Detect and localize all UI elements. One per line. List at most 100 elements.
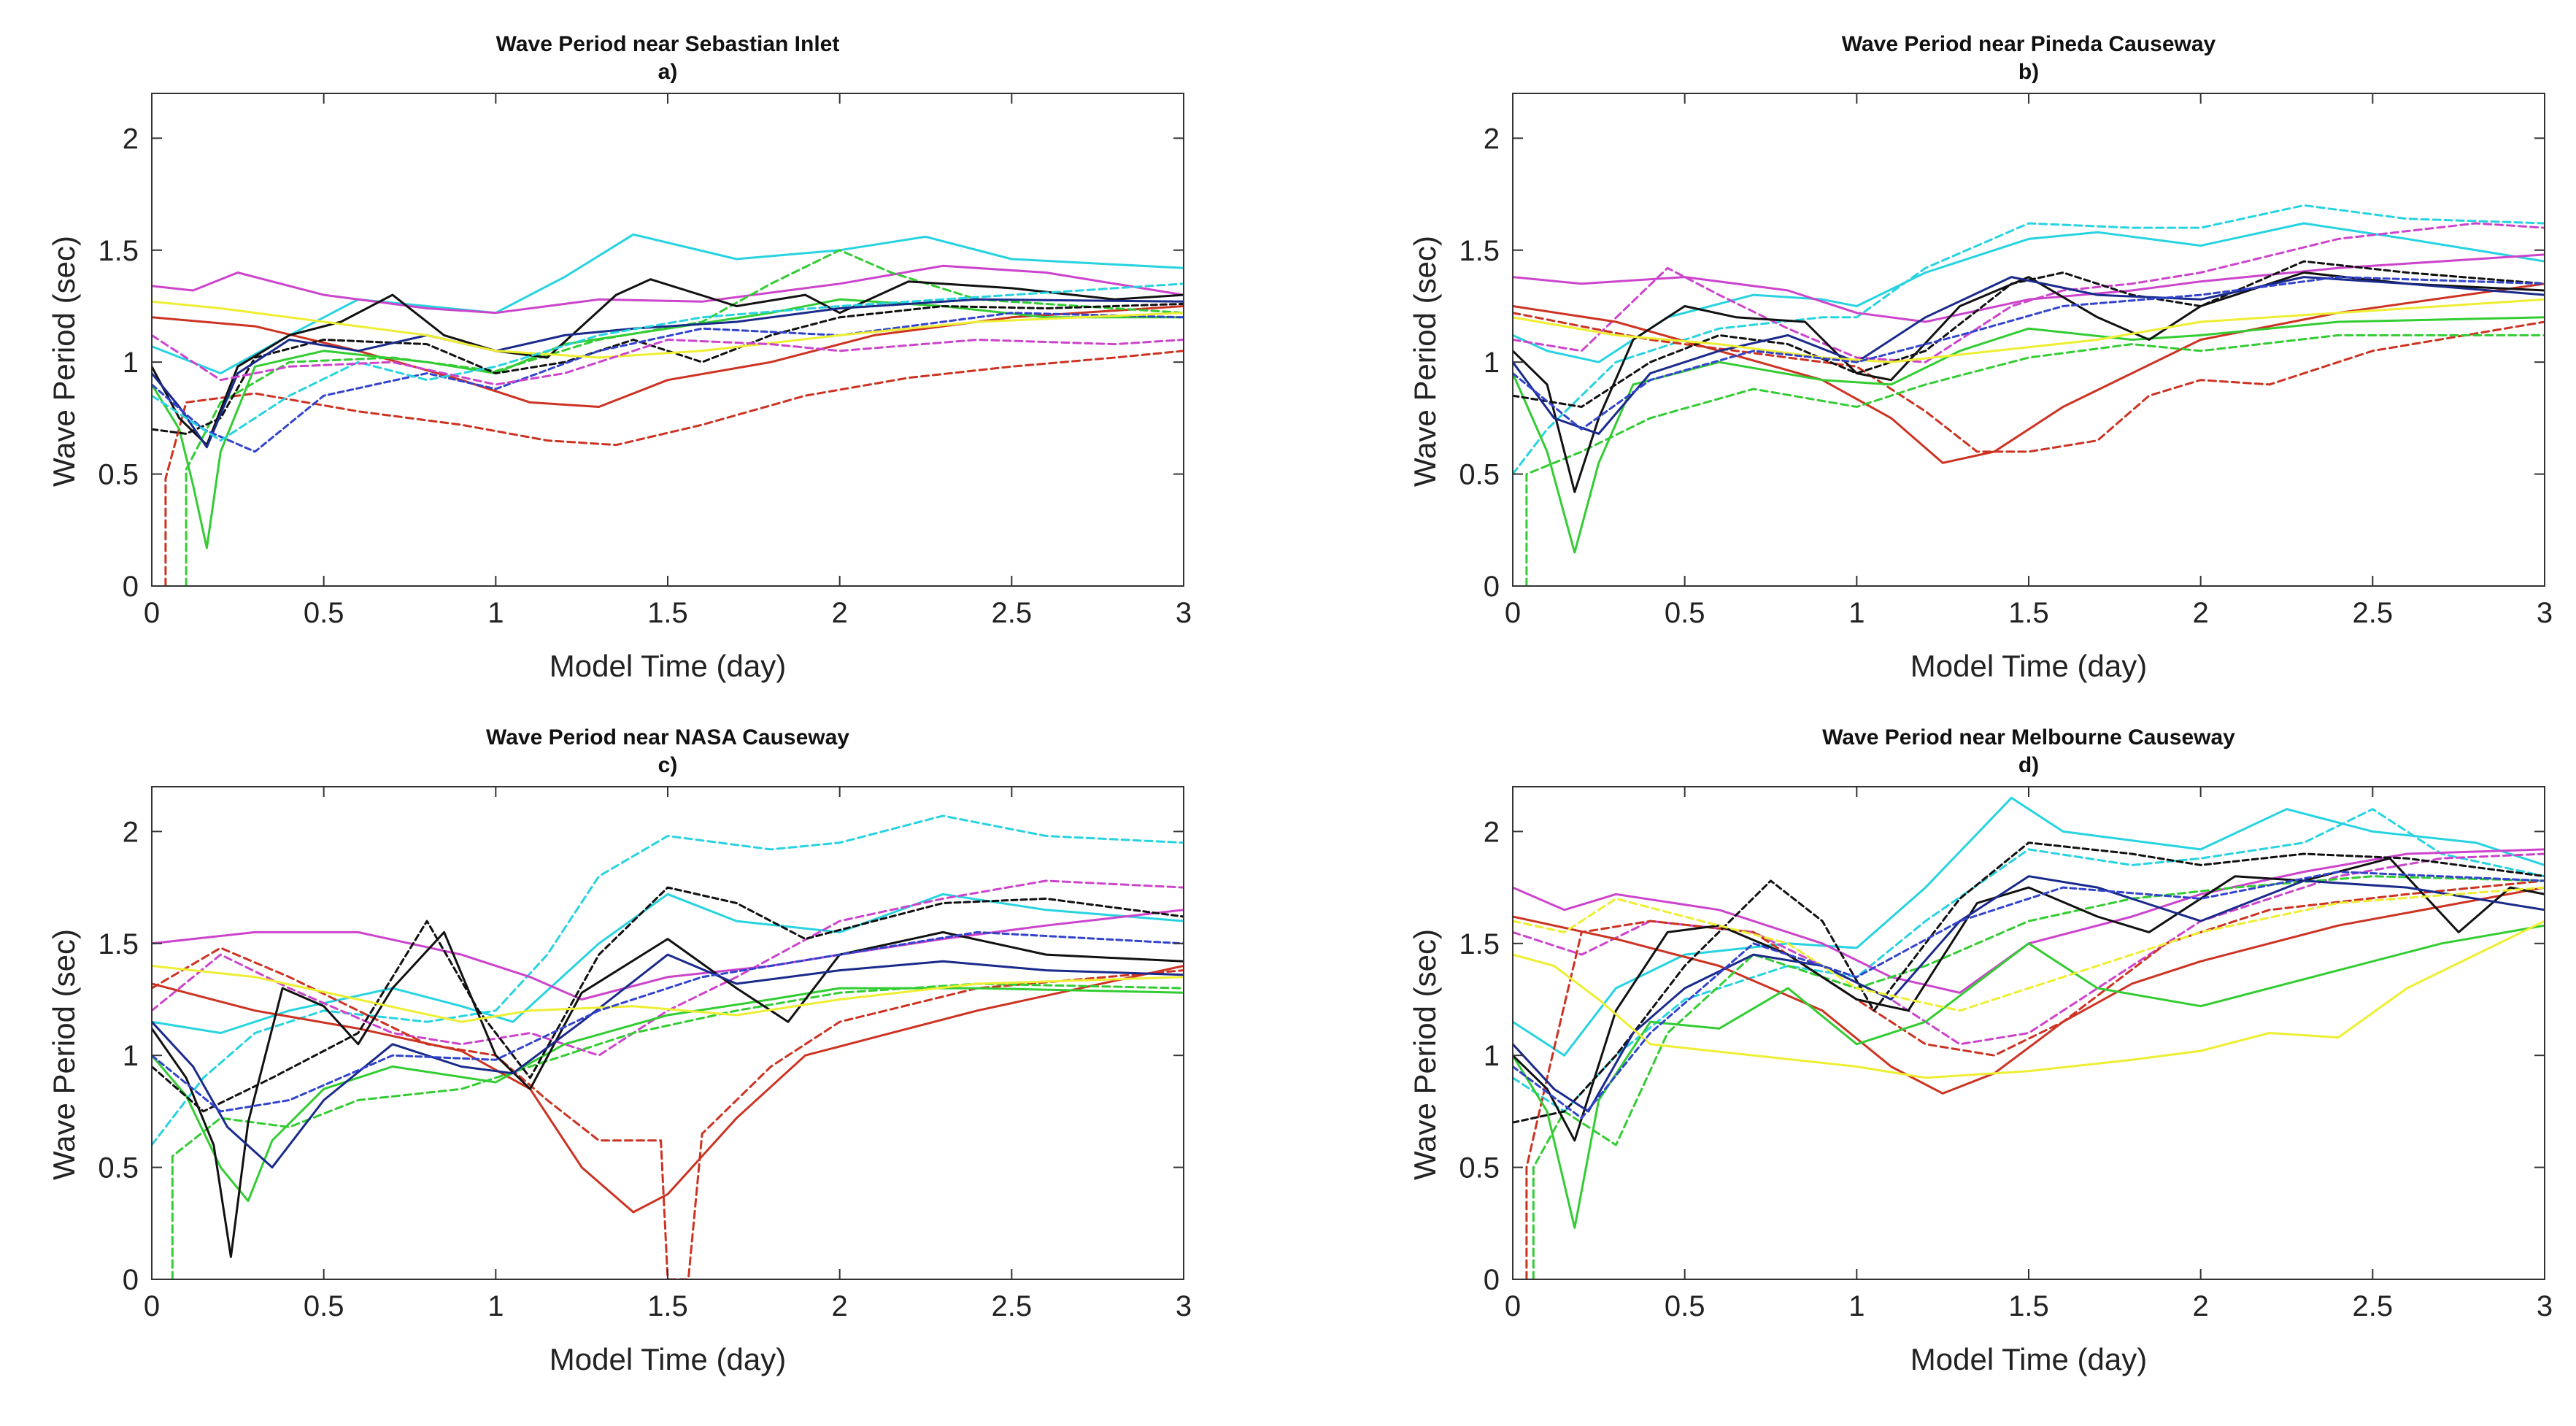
y-tick-label: 1.5 [1459,235,1500,267]
series-line-green-dashed [171,982,1184,1279]
y-axis-label: Wave Period (sec) [47,236,81,487]
x-tick-label: 0 [1505,597,1521,629]
series-line-red-dashed [1513,312,2545,453]
series-line-red-dashed [152,947,1184,1279]
series-line-cyan-solid [152,893,1184,1034]
series-line-blue-dashed [1513,871,2545,1119]
x-tick-label: 0.5 [1665,1290,1705,1322]
series-line-magenta-dashed [1513,222,2545,363]
y-tick-label: 0 [1484,571,1500,603]
series-line-cyan-dashed [1513,808,2545,1113]
y-tick-label: 2 [1484,123,1500,155]
series-line-black-dashed [152,886,1184,1113]
panel-subtitle: b) [2018,60,2039,84]
y-axis-label: Wave Period (sec) [1408,929,1442,1180]
series-group [1513,796,2545,1279]
x-tick-label: 0 [144,597,160,629]
x-tick-label: 0 [1505,1290,1521,1322]
series-line-green-dashed [1532,875,2545,1279]
x-tick-label: 1.5 [2008,1290,2049,1322]
y-tick-label: 0.5 [1459,459,1500,491]
panel-title: Wave Period near NASA Causeway [486,725,849,749]
y-tick-label: 1 [1484,347,1500,379]
series-line-black-dashed [1513,260,2545,408]
series-line-black-solid [152,930,1184,1258]
series-line-red-dashed [164,350,1184,586]
series-line-magenta-solid [152,264,1184,315]
series-group [1513,204,2545,586]
y-tick-label: 0 [123,1264,139,1296]
panel-subtitle: a) [658,60,678,84]
plot-frame [151,786,1184,1280]
series-line-black-dashed [152,302,1184,435]
panel-d-melbourne-causeway: Wave Period near Melbourne Causeway d) M… [1408,725,2553,1376]
series-line-blue-dashed [1513,276,2545,431]
x-tick-label: 2 [832,597,848,629]
y-axis-label: Wave Period (sec) [47,929,81,1180]
x-axis-label: Model Time (day) [1910,649,2147,683]
series-line-cyan-dashed [1513,204,2545,476]
series-line-red-dashed [1525,879,2545,1279]
series-line-magenta-dashed [1513,852,2545,1046]
series-line-blue-dashed [152,312,1184,453]
y-tick-label: 1.5 [98,235,139,267]
panel-a-sebastian-inlet: Wave Period near Sebastian Inlet a) Mode… [47,32,1192,683]
series-line-green-solid [1513,924,2545,1229]
y-tick-label: 2 [123,123,139,155]
y-tick-label: 1.5 [1459,928,1500,960]
series-group [152,814,1184,1279]
series-line-yellow-solid [152,300,1184,359]
x-tick-label: 2 [2193,597,2209,629]
plot-frame [1512,786,2545,1280]
series-line-yellow-solid [1513,298,2545,363]
panel-title: Wave Period near Sebastian Inlet [496,32,840,56]
x-tick-label: 1.5 [647,1290,688,1322]
series-line-magenta-solid [1513,848,2545,994]
x-axis-label: Model Time (day) [549,649,786,683]
series-line-black-solid [152,278,1184,447]
x-tick-label: 1 [1848,1290,1864,1322]
series-line-cyan-dashed [152,282,1184,442]
x-tick-label: 3 [2537,1290,2553,1322]
y-tick-label: 0.5 [98,459,139,491]
panel-title: Wave Period near Pineda Causeway [1842,32,2216,56]
series-line-black-dashed [1513,841,2545,1124]
series-line-green-solid [152,987,1184,1203]
series-line-green-dashed [1525,334,2545,586]
series-line-red-solid [152,305,1184,408]
x-tick-label: 1 [487,597,504,629]
y-tick-label: 0 [123,571,139,603]
series-line-magenta-dashed [152,879,1184,1057]
x-tick-label: 0 [144,1290,160,1322]
series-group [152,233,1184,586]
panel-subtitle: c) [658,753,678,777]
y-tick-label: 2 [123,816,139,848]
x-tick-label: 0.5 [1665,597,1705,629]
x-tick-label: 0.5 [304,597,344,629]
series-line-magenta-solid [1513,253,2545,323]
x-axis-label: Model Time (day) [1910,1342,2147,1376]
series-line-green-dashed [185,249,1184,586]
series-line-black-solid [1513,271,2545,493]
series-line-yellow-solid [1513,920,2545,1079]
y-tick-label: 0.5 [98,1152,139,1184]
x-tick-label: 3 [2537,597,2553,629]
series-line-yellow-dashed [1513,886,2545,1012]
x-tick-label: 2 [832,1290,848,1322]
series-line-red-solid [152,965,1184,1214]
panel-subtitle: d) [2018,753,2039,777]
x-tick-label: 0.5 [304,1290,344,1322]
y-tick-label: 0 [1484,1264,1500,1296]
y-tick-label: 1 [123,1040,139,1072]
x-tick-label: 2.5 [992,597,1033,629]
x-axis-label: Model Time (day) [549,1342,786,1376]
panel-b-pineda-causeway: Wave Period near Pineda Causeway b) Mode… [1408,32,2553,683]
y-tick-label: 2 [1484,816,1500,848]
x-tick-label: 1.5 [647,597,688,629]
panel-c-nasa-causeway: Wave Period near NASA Causeway c) Model … [47,725,1192,1376]
series-line-yellow-solid [152,965,1184,1023]
x-tick-label: 2.5 [2353,1290,2394,1322]
series-line-cyan-solid [1513,222,2545,363]
series-line-navy-solid [1513,276,2545,435]
y-tick-label: 1.5 [98,928,139,960]
